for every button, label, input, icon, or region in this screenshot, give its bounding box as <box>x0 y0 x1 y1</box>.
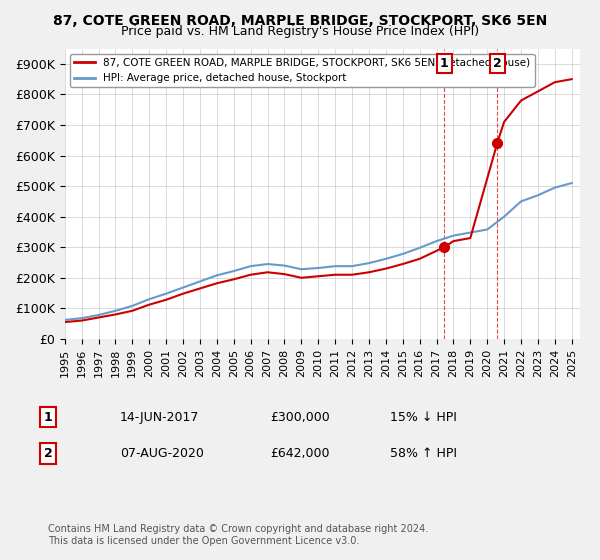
Text: 15% ↓ HPI: 15% ↓ HPI <box>390 410 457 424</box>
Text: 1: 1 <box>440 57 448 71</box>
Legend: 87, COTE GREEN ROAD, MARPLE BRIDGE, STOCKPORT, SK6 5EN (detached house), HPI: Av: 87, COTE GREEN ROAD, MARPLE BRIDGE, STOC… <box>70 54 535 87</box>
Text: 87, COTE GREEN ROAD, MARPLE BRIDGE, STOCKPORT, SK6 5EN: 87, COTE GREEN ROAD, MARPLE BRIDGE, STOC… <box>53 14 547 28</box>
Text: 1: 1 <box>44 410 52 424</box>
Text: 2: 2 <box>493 57 502 71</box>
Text: £300,000: £300,000 <box>270 410 330 424</box>
Text: 2: 2 <box>44 447 52 460</box>
Text: 58% ↑ HPI: 58% ↑ HPI <box>390 447 457 460</box>
Text: 14-JUN-2017: 14-JUN-2017 <box>120 410 199 424</box>
Text: Price paid vs. HM Land Registry's House Price Index (HPI): Price paid vs. HM Land Registry's House … <box>121 25 479 38</box>
Text: £642,000: £642,000 <box>270 447 329 460</box>
Text: Contains HM Land Registry data © Crown copyright and database right 2024.
This d: Contains HM Land Registry data © Crown c… <box>48 524 428 546</box>
Text: 07-AUG-2020: 07-AUG-2020 <box>120 447 204 460</box>
